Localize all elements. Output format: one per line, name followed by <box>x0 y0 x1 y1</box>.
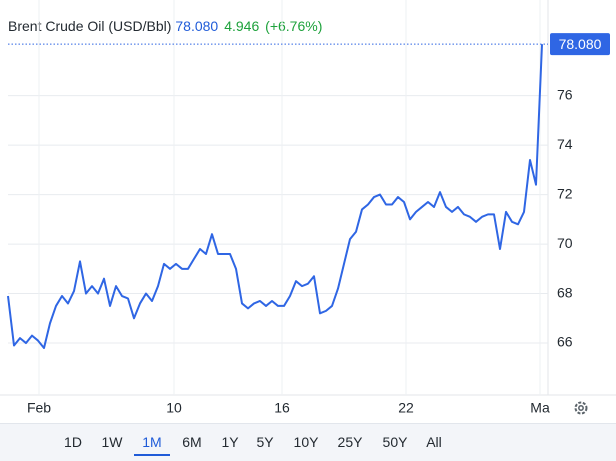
y-tick-label: 66 <box>557 334 573 350</box>
range-button[interactable]: 1W <box>101 434 123 450</box>
settings-icon[interactable] <box>574 401 588 415</box>
quote-header: Brent Crude Oil (USD/Bbl) 78.080 4.946 (+6… <box>8 18 322 34</box>
y-tick-label: 70 <box>557 235 573 251</box>
range-button[interactable]: 6M <box>182 434 202 450</box>
range-button[interactable]: 25Y <box>337 434 363 450</box>
gear-inner[interactable] <box>578 405 584 411</box>
title: Brent Crude Oil (USD/Bbl) <box>8 18 172 34</box>
range-bar: 1D 1W 1M 6M 1Y 5Y 10Y 25Y 50Y All <box>0 423 616 461</box>
x-tick-label: 22 <box>398 400 414 416</box>
chart: 66 68 70 72 74 76 Feb 10 16 22 Ma 78.080 <box>0 0 616 416</box>
range-button[interactable]: 5Y <box>256 434 274 450</box>
price-line <box>7 44 543 349</box>
x-tick-label: Feb <box>27 400 51 416</box>
last-price-badge <box>550 33 610 56</box>
range-button[interactable]: 1D <box>64 434 82 450</box>
range-button[interactable]: 50Y <box>382 434 408 450</box>
last-price-label: 78.080 <box>559 36 602 52</box>
range-button[interactable]: All <box>426 434 442 450</box>
change-pct: (+6.76%) <box>265 18 323 34</box>
y-tick-label: 68 <box>557 284 573 300</box>
y-tick-label: 74 <box>557 136 573 152</box>
price: 78.080 <box>175 18 219 34</box>
range-button[interactable]: 1M <box>134 430 170 456</box>
y-tick-label: 72 <box>557 185 573 201</box>
change: 4.946 <box>224 18 260 34</box>
gear-outer[interactable] <box>574 401 588 415</box>
x-tick-label: 16 <box>274 400 290 416</box>
y-tick-label: 76 <box>557 86 573 102</box>
x-tick-label: 10 <box>166 400 182 416</box>
x-tick-label: Ma <box>530 400 550 416</box>
range-button[interactable]: 10Y <box>293 434 319 450</box>
range-button[interactable]: 1Y <box>221 434 239 450</box>
